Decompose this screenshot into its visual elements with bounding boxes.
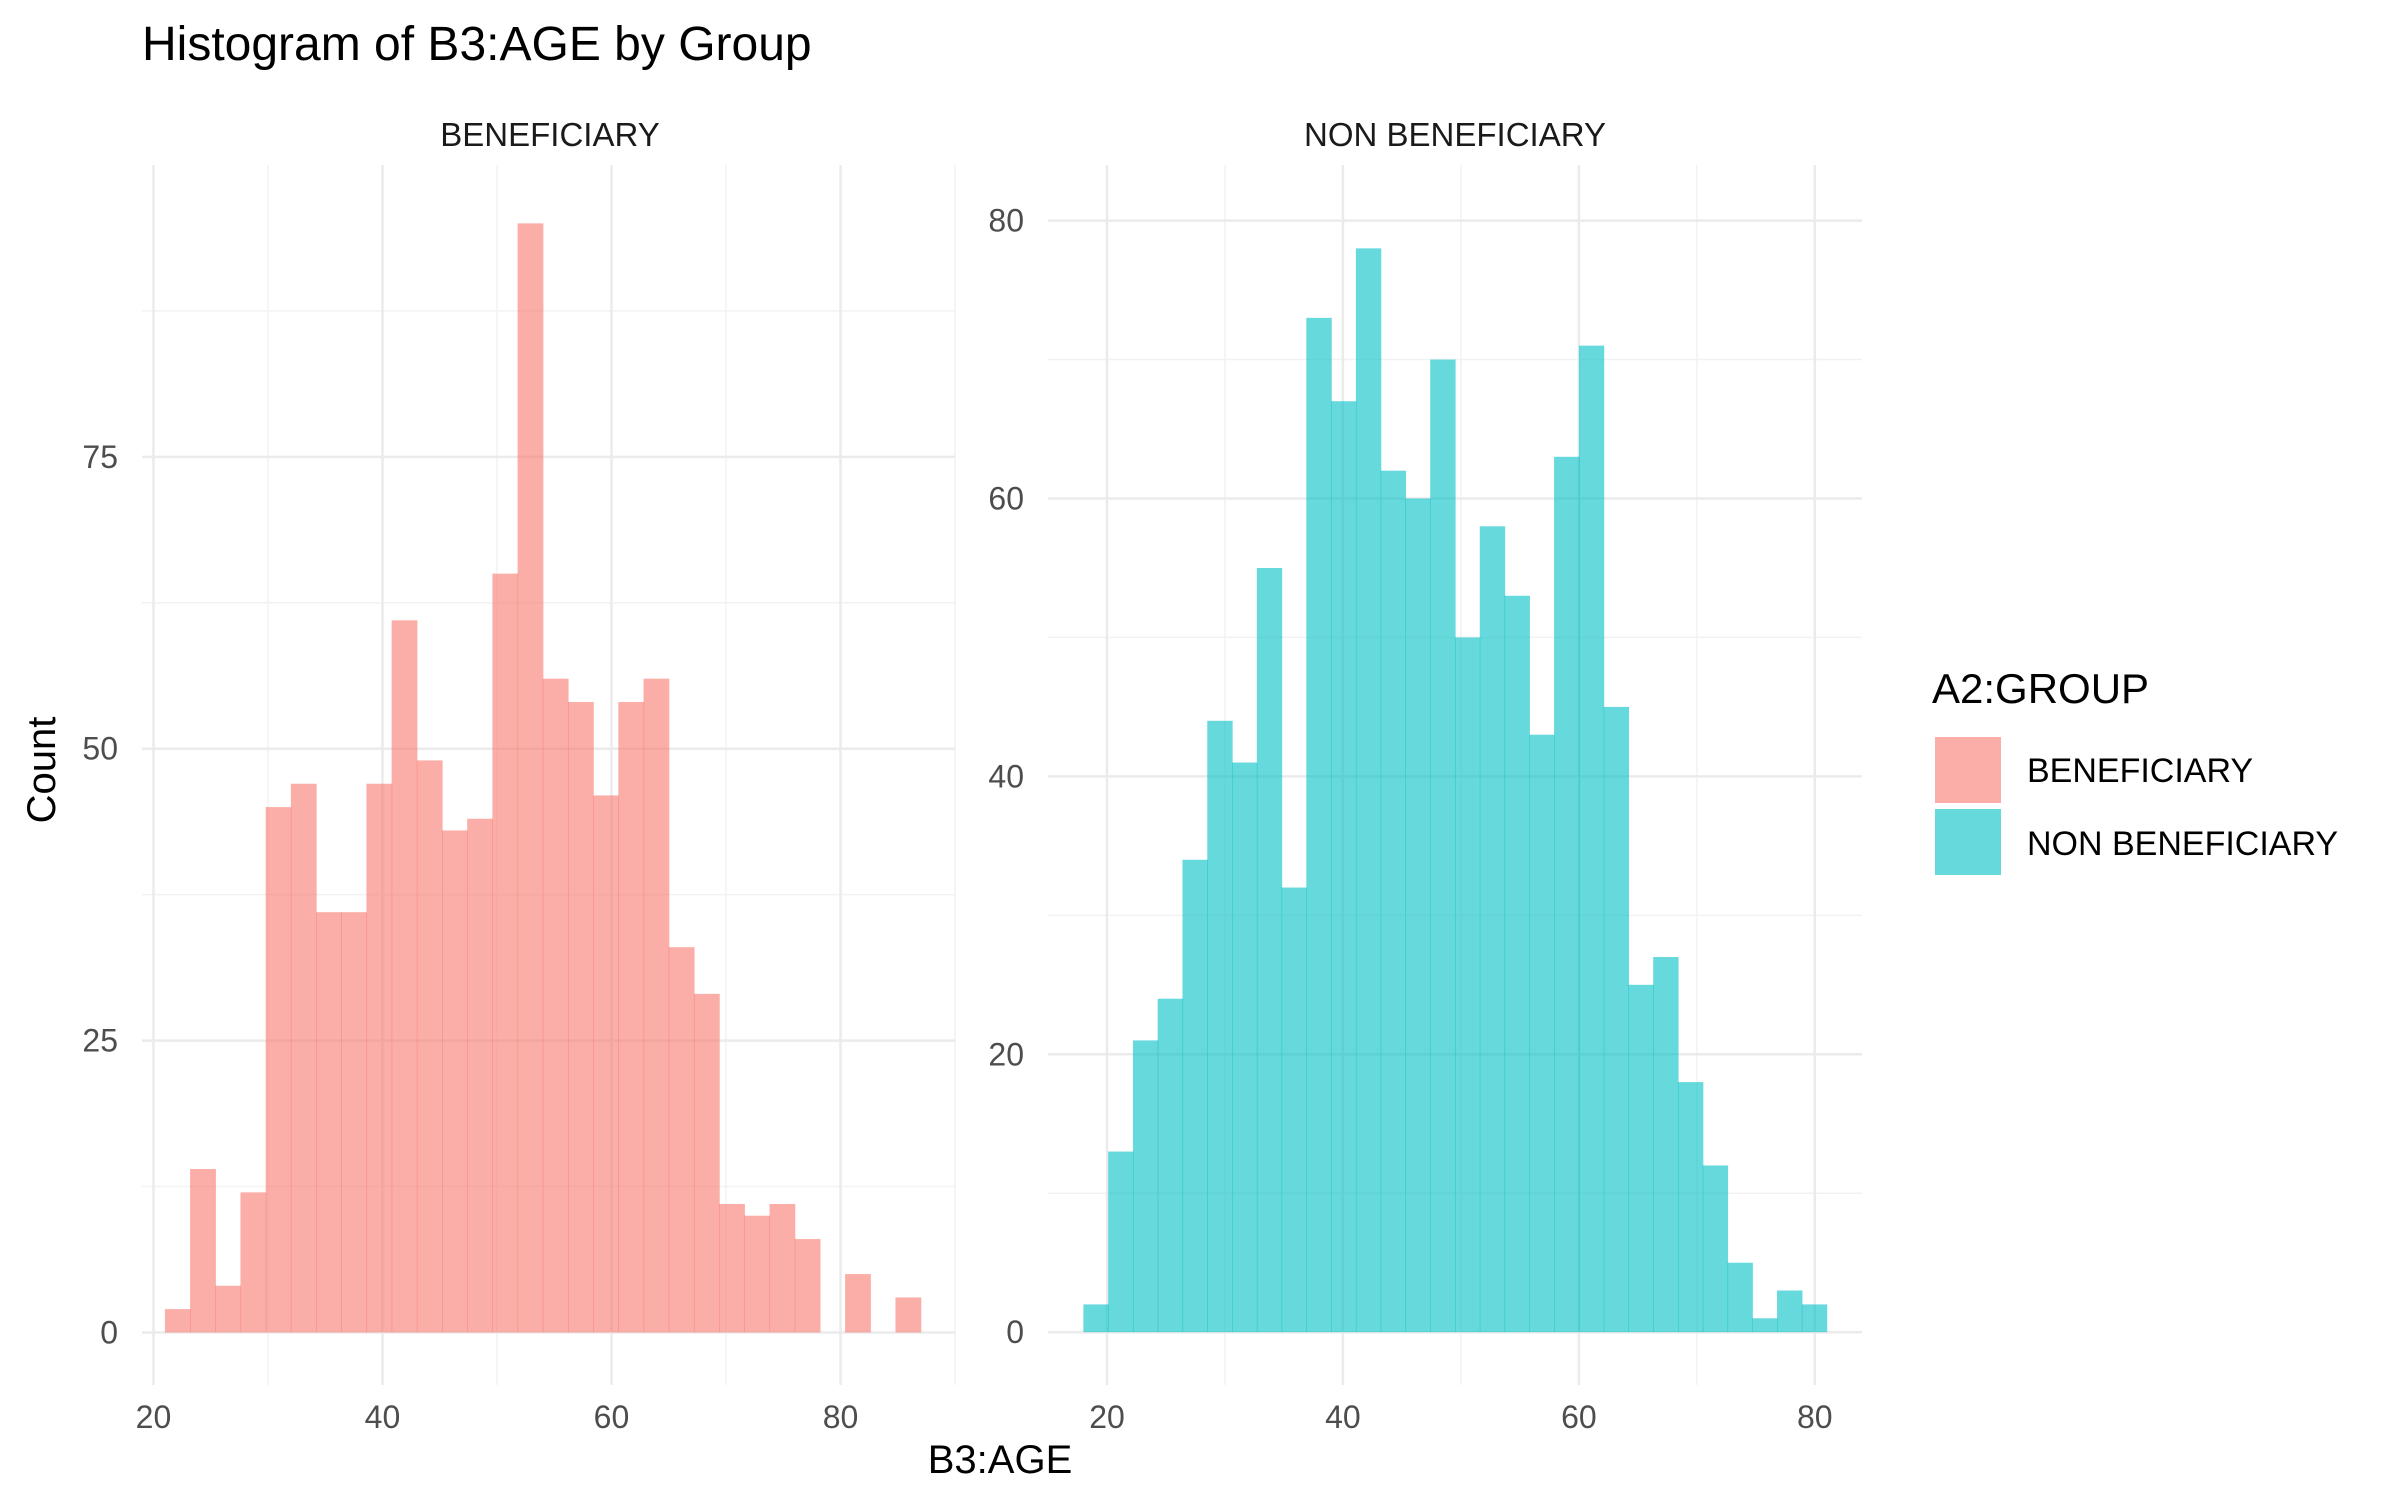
histogram-bar — [1504, 595, 1530, 1333]
histogram-bar — [1653, 957, 1679, 1333]
histogram-bar — [1479, 526, 1506, 1333]
x-axis-title: B3:AGE — [928, 1438, 1073, 1482]
legend-label-beneficiary: BENEFICIARY — [2027, 752, 2253, 790]
y-axis-title: Count — [20, 717, 64, 824]
panel-beneficiary-bars — [164, 223, 922, 1333]
legend: A2:GROUP BENEFICIARY NON BENEFICIARY — [1932, 665, 2338, 875]
histogram-bar — [693, 993, 720, 1333]
histogram-bar — [341, 912, 368, 1333]
y-tick-label: 50 — [82, 731, 118, 767]
x-tick-label: 80 — [823, 1399, 859, 1435]
histogram-bar — [190, 1169, 216, 1333]
panel-beneficiary-x-tick-labels: 20 40 60 80 — [136, 1399, 859, 1435]
x-tick-label: 40 — [365, 1399, 401, 1435]
panel-non-beneficiary-strip-label: NON BENEFICIARY — [1304, 116, 1606, 153]
histogram-bar — [467, 818, 493, 1333]
panel-beneficiary-y-tick-labels: 0 25 50 75 — [82, 439, 118, 1351]
histogram-bar — [366, 783, 393, 1333]
histogram-bar — [744, 1215, 771, 1333]
histogram-bar — [1256, 567, 1283, 1333]
histogram-bar — [668, 947, 695, 1333]
panel-non-beneficiary-y-tick-labels: 0 20 40 60 80 — [988, 203, 1024, 1351]
histogram-bar — [1108, 1151, 1134, 1333]
y-tick-label: 75 — [82, 439, 118, 475]
panel-beneficiary-strip-label: BENEFICIARY — [440, 116, 659, 153]
panel-non-beneficiary-x-tick-labels: 20 40 60 80 — [1089, 1399, 1832, 1435]
histogram-bar — [1801, 1304, 1828, 1333]
y-tick-label: 80 — [988, 203, 1024, 239]
histogram-bar — [1306, 317, 1332, 1333]
x-tick-label: 20 — [1089, 1399, 1125, 1435]
histogram-bar — [1157, 998, 1184, 1333]
histogram-bar — [542, 678, 569, 1333]
y-tick-label: 25 — [82, 1023, 118, 1059]
histogram-bar — [1207, 720, 1233, 1333]
histogram-bar — [1380, 470, 1407, 1333]
histogram-bar — [1281, 887, 1307, 1333]
legend-title: A2:GROUP — [1932, 665, 2149, 712]
histogram-bar — [164, 1309, 191, 1333]
histogram-bar — [1677, 1082, 1704, 1333]
histogram-bar — [593, 795, 619, 1333]
histogram-bar — [1083, 1304, 1109, 1333]
y-tick-label: 0 — [100, 1314, 118, 1350]
x-tick-label: 20 — [136, 1399, 172, 1435]
histogram-bar — [1578, 345, 1605, 1333]
histogram-bar — [1554, 456, 1580, 1333]
histogram-bar — [240, 1192, 267, 1333]
panel-beneficiary: 20 40 60 80 0 25 50 75 BENEFICIARY — [82, 116, 956, 1435]
histogram-bar — [1405, 498, 1431, 1333]
histogram-bar — [1182, 859, 1208, 1333]
histogram-bar — [1628, 984, 1654, 1333]
histogram-bar — [265, 807, 292, 1333]
histogram-bar — [845, 1274, 871, 1333]
histogram-bar — [517, 223, 544, 1333]
histogram-bar — [1430, 359, 1456, 1333]
panel-non-beneficiary-bars — [1083, 248, 1828, 1333]
histogram-bar — [1702, 1165, 1729, 1333]
histogram-bar — [794, 1239, 821, 1333]
histogram-bar — [416, 760, 443, 1333]
y-tick-label: 60 — [988, 480, 1024, 516]
legend-label-non-beneficiary: NON BENEFICIARY — [2027, 825, 2338, 863]
histogram-bar — [1355, 248, 1382, 1333]
chart-title: Histogram of B3:AGE by Group — [142, 18, 812, 71]
histogram-bar — [1777, 1290, 1803, 1333]
histogram-bar — [290, 783, 317, 1333]
legend-key-non-beneficiary — [1935, 809, 2001, 875]
x-tick-label: 40 — [1325, 1399, 1361, 1435]
x-tick-label: 80 — [1797, 1399, 1833, 1435]
x-tick-label: 60 — [594, 1399, 630, 1435]
histogram-bar — [1727, 1262, 1753, 1333]
histogram-bar — [442, 830, 468, 1333]
legend-key-beneficiary — [1935, 737, 2001, 803]
histogram-bar — [215, 1285, 242, 1333]
histogram-bar — [1529, 734, 1555, 1333]
y-tick-label: 20 — [988, 1036, 1024, 1072]
x-tick-label: 60 — [1561, 1399, 1597, 1435]
histogram-bar — [1232, 762, 1258, 1333]
y-tick-label: 0 — [1006, 1314, 1024, 1350]
histogram-bar — [316, 912, 342, 1333]
histogram-bar — [1752, 1318, 1778, 1333]
histogram-bar — [1331, 401, 1357, 1333]
histogram-bar — [391, 620, 418, 1333]
histogram-bar — [1603, 706, 1630, 1333]
histogram-bar — [1455, 637, 1481, 1333]
histogram-bar — [567, 702, 594, 1333]
histogram-bar — [769, 1204, 796, 1333]
panel-non-beneficiary: 20 40 60 80 0 20 40 60 80 NON BENEFICIARY — [988, 116, 1862, 1435]
histogram-bar — [492, 573, 519, 1333]
histogram-bar — [719, 1204, 745, 1333]
histogram-bar — [618, 702, 645, 1333]
y-tick-label: 40 — [988, 758, 1024, 794]
histogram-bar — [1132, 1040, 1159, 1333]
histogram-bar — [895, 1297, 922, 1333]
histogram-bar — [643, 678, 670, 1333]
